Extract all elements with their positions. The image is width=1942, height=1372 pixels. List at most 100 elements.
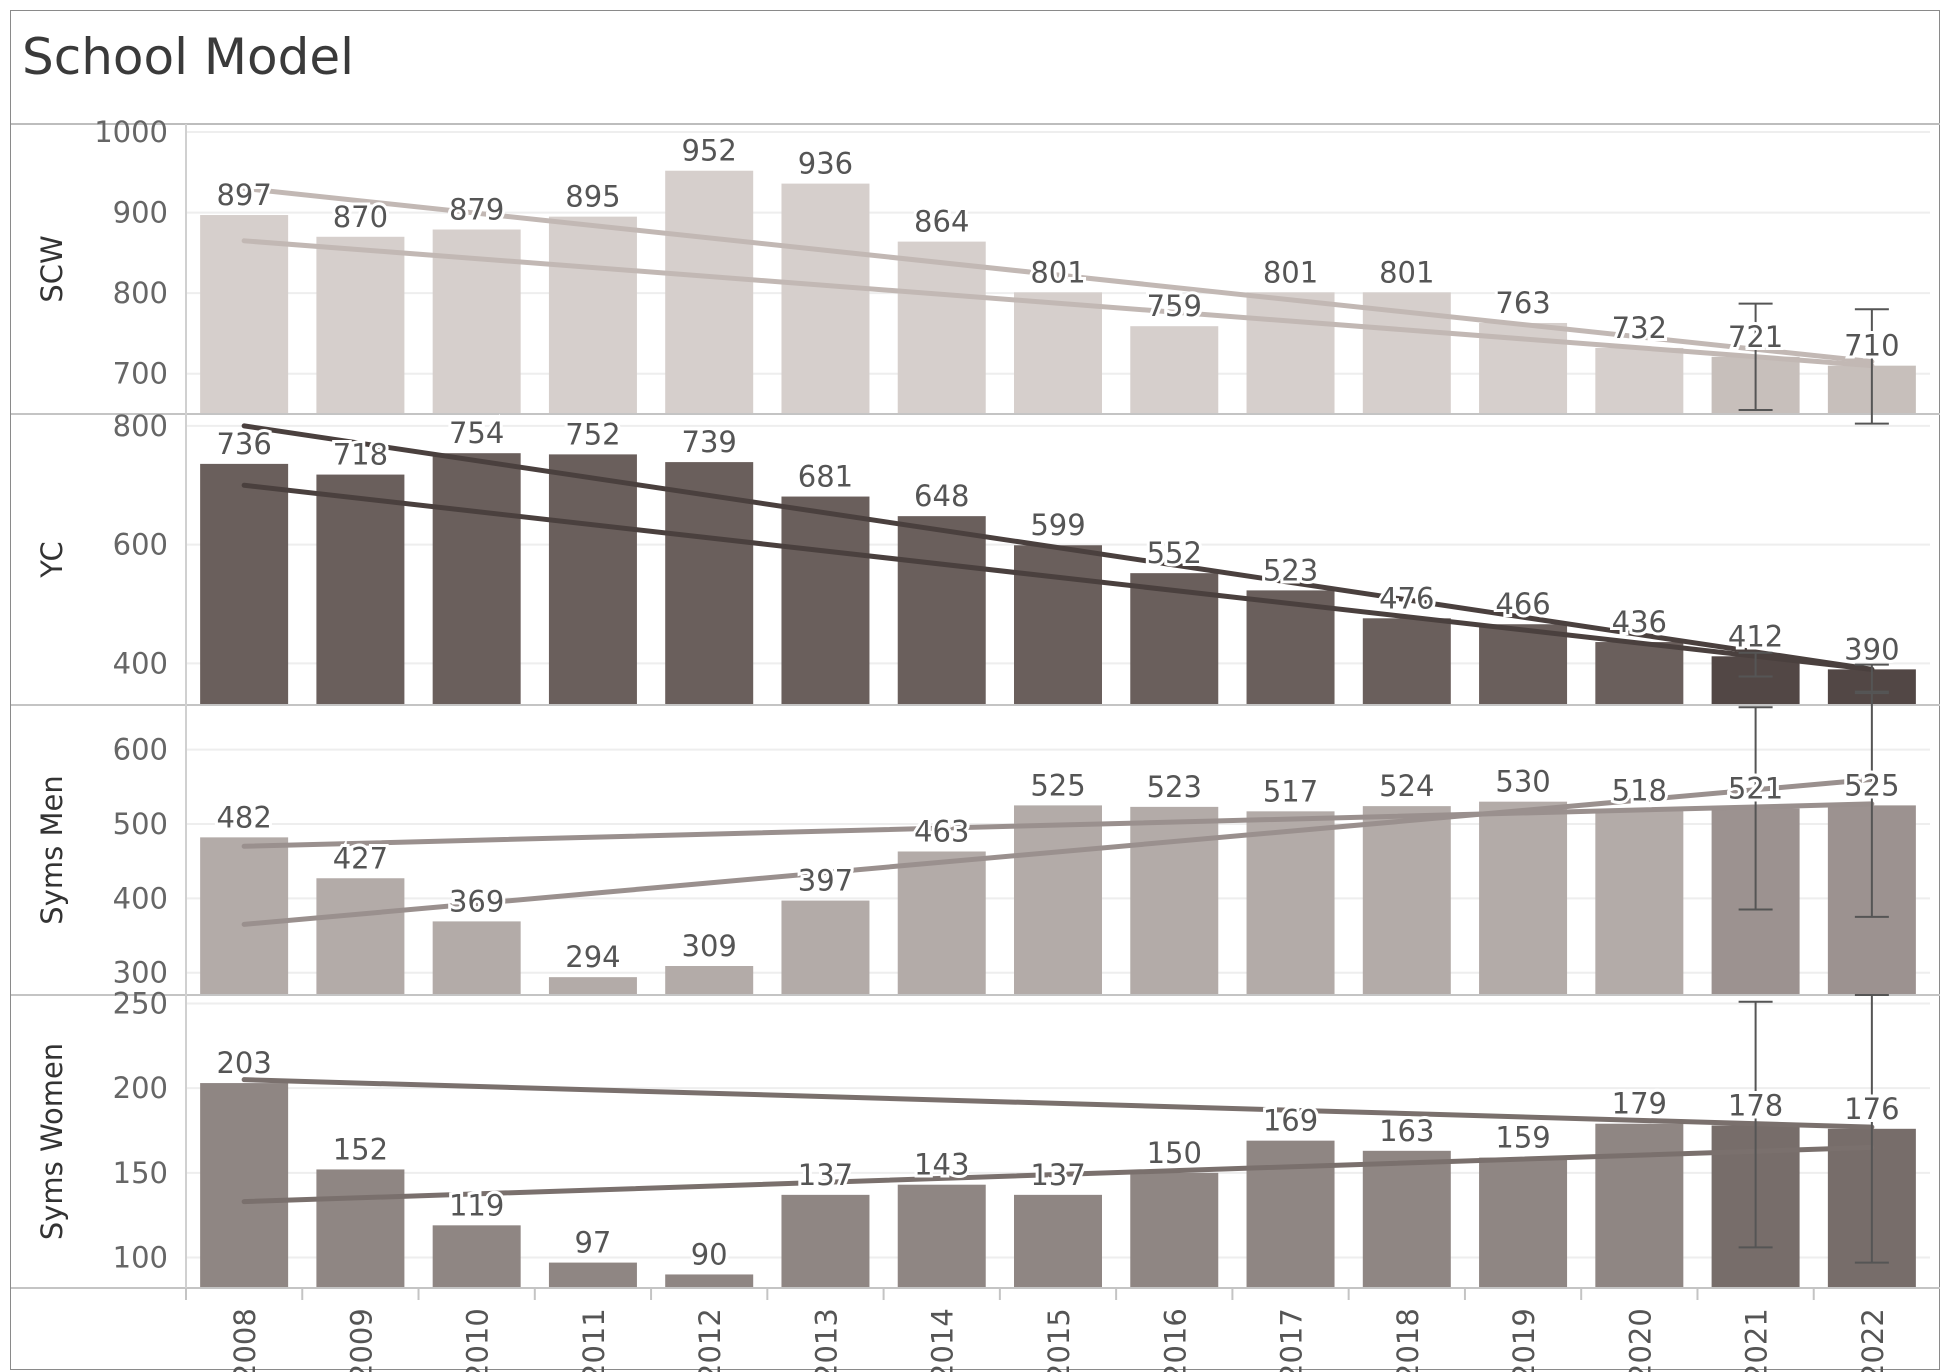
bar-syms-women-2009 [316, 1169, 405, 1287]
data-label-scw-2012: 952 [682, 134, 737, 168]
row-label-syms-women: Syms Women [35, 1043, 69, 1240]
data-label-syms-women-2011: 97 [574, 1226, 611, 1260]
data-label-yc-2017: 523 [1263, 553, 1318, 587]
data-label-yc-2015: 599 [1030, 508, 1085, 542]
bar-yc-2015 [1014, 545, 1102, 704]
x-tick-label-2015: 2015 [1042, 1308, 1076, 1372]
bar-yc-2011 [548, 454, 637, 704]
bar-scw-2013 [781, 183, 870, 413]
bar-syms-women-2012 [665, 1274, 754, 1287]
bar-scw-2008 [200, 215, 289, 413]
data-label-syms-men-2015: 525 [1030, 768, 1085, 802]
bar-scw-2009 [316, 236, 405, 413]
bar-yc-2019 [1479, 624, 1568, 704]
data-label-scw-2013: 936 [798, 147, 853, 181]
bar-yc-2013 [781, 496, 870, 704]
bar-scw-2017 [1246, 292, 1335, 413]
data-label-syms-men-2021: 521 [1728, 771, 1783, 805]
trend-line-yc-2 [241, 482, 1875, 672]
bar-yc-2009 [316, 474, 405, 704]
trend-line-syms-men-1 [241, 801, 1875, 849]
data-label-syms-men-2008: 482 [216, 800, 271, 834]
y-tick-label: 400 [113, 646, 168, 680]
data-label-syms-women-2021: 178 [1728, 1088, 1783, 1122]
data-label-syms-men-2011: 294 [565, 940, 620, 974]
bar-yc-2008 [200, 463, 289, 704]
x-tick-label-2019: 2019 [1507, 1308, 1541, 1372]
y-tick-label: 1000 [94, 115, 168, 149]
y-tick-label: 600 [113, 528, 168, 562]
trend-line-syms-men-2 [241, 776, 1875, 927]
bar-syms-women-2017 [1246, 1140, 1335, 1287]
x-tick-label-2012: 2012 [693, 1308, 727, 1372]
data-label-syms-men-2019: 530 [1495, 765, 1550, 799]
bar-syms-women-2014 [897, 1184, 986, 1287]
bar-syms-men-2012 [665, 966, 754, 994]
data-label-syms-men-2018: 524 [1379, 769, 1434, 803]
data-label-yc-2022: 390 [1844, 632, 1899, 666]
bar-syms-women-2015 [1014, 1194, 1102, 1287]
bar-scw-2020 [1595, 347, 1684, 413]
row-label-scw: SCW [35, 235, 69, 302]
y-tick-label: 300 [113, 956, 168, 990]
data-label-yc-2012: 739 [682, 425, 737, 459]
y-tick-label: 400 [113, 881, 168, 915]
x-tick-label-2017: 2017 [1275, 1308, 1309, 1372]
bar-yc-2020 [1595, 642, 1684, 704]
data-label-scw-2008: 897 [216, 178, 271, 212]
data-label-scw-2020: 732 [1612, 311, 1667, 345]
data-label-syms-women-2013: 137 [798, 1158, 853, 1192]
data-label-yc-2021: 412 [1728, 619, 1783, 653]
data-label-syms-men-2016: 523 [1147, 770, 1202, 804]
bar-syms-men-2020 [1595, 810, 1684, 994]
trend-line-yc-1 [241, 423, 1875, 672]
data-label-yc-2008: 736 [216, 427, 271, 461]
data-label-syms-men-2012: 309 [682, 929, 737, 963]
bar-yc-2014 [897, 516, 986, 704]
y-tick-label: 150 [113, 1156, 168, 1190]
row-label-syms-men: Syms Men [35, 775, 69, 924]
data-label-yc-2013: 681 [798, 460, 853, 494]
bar-syms-men-2015 [1014, 805, 1102, 994]
trend-line-syms-women-2 [241, 1144, 1875, 1205]
bar-yc-2018 [1362, 618, 1451, 704]
data-label-scw-2018: 801 [1379, 255, 1434, 289]
x-tick-label-2011: 2011 [577, 1308, 611, 1372]
data-label-yc-2014: 648 [914, 479, 969, 513]
x-tick-label-2014: 2014 [926, 1308, 960, 1372]
bar-syms-men-2018 [1362, 806, 1451, 994]
y-tick-label: 900 [113, 196, 168, 230]
data-label-syms-women-2009: 152 [333, 1132, 388, 1166]
data-label-syms-men-2020: 518 [1612, 774, 1667, 808]
bar-syms-men-2014 [897, 851, 986, 994]
data-label-yc-2016: 552 [1147, 536, 1202, 570]
y-tick-label: 100 [113, 1241, 168, 1275]
data-label-scw-2011: 895 [565, 180, 620, 214]
x-tick-label-2022: 2022 [1856, 1308, 1890, 1372]
data-label-syms-women-2012: 90 [691, 1237, 728, 1271]
bar-syms-men-2019 [1479, 801, 1568, 994]
bar-syms-women-2020 [1595, 1123, 1684, 1287]
data-label-scw-2016: 759 [1147, 289, 1202, 323]
bar-syms-women-2018 [1362, 1150, 1451, 1287]
data-label-syms-women-2014: 143 [914, 1148, 969, 1182]
bar-syms-women-2013 [781, 1194, 870, 1287]
bar-syms-men-2017 [1246, 811, 1335, 994]
x-tick-label-2010: 2010 [461, 1308, 495, 1372]
x-tick-label-2009: 2009 [344, 1308, 378, 1372]
data-label-syms-women-2022: 176 [1844, 1092, 1899, 1126]
bar-syms-women-2008 [200, 1083, 289, 1287]
y-tick-label: 250 [113, 986, 168, 1020]
bar-scw-2015 [1014, 292, 1102, 413]
x-tick-label-2018: 2018 [1391, 1308, 1425, 1372]
y-tick-label: 800 [113, 409, 168, 443]
data-label-syms-men-2013: 397 [798, 864, 853, 898]
bar-syms-women-2011 [548, 1262, 637, 1287]
bar-syms-men-2010 [432, 921, 521, 994]
x-tick-label-2021: 2021 [1740, 1308, 1774, 1372]
data-label-syms-women-2015: 137 [1030, 1158, 1085, 1192]
trend-line-scw-1 [241, 185, 1875, 365]
y-tick-label: 600 [113, 733, 168, 767]
bar-scw-2011 [548, 216, 637, 413]
data-label-yc-2020: 436 [1612, 605, 1667, 639]
